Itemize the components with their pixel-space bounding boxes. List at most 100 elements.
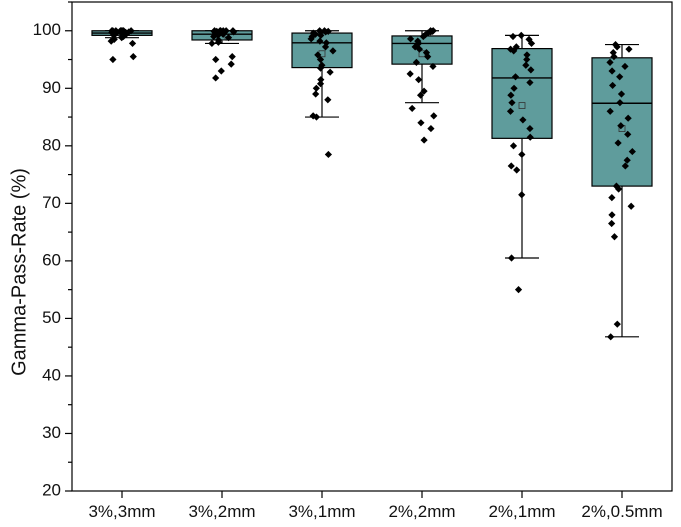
data-point [513,166,521,174]
data-point [411,43,419,51]
data-point [509,142,518,150]
data-point [514,286,523,294]
data-point [316,64,325,72]
data-point [613,320,621,328]
data-point [421,31,429,39]
data-point [608,194,616,202]
box-group [491,34,553,259]
data-point [507,254,516,262]
data-point [212,55,220,64]
data-point [627,202,635,210]
x-tick-label: 3%,2mm [188,502,255,521]
data-point [624,130,632,138]
data-point [518,191,526,199]
data-point [427,124,435,133]
data-point [322,28,330,36]
data-point [212,74,220,82]
data-point [227,60,235,68]
data-point [623,156,631,164]
data-point [128,39,137,48]
data-point [518,150,526,159]
data-point [607,333,615,341]
plot-boxes [91,30,653,338]
data-point [608,211,616,219]
data-point [508,99,516,107]
data-point [420,87,428,95]
x-tick-label: 2%,0.5mm [581,502,662,521]
data-point [507,162,515,170]
data-point [417,119,425,127]
data-point [230,28,238,36]
data-point [615,185,623,193]
data-point [208,39,216,48]
data-point [314,51,322,59]
data-point [110,35,118,43]
data-point [414,39,423,48]
data-point [625,45,633,53]
data-point [415,45,424,53]
data-point [519,116,527,124]
data-point [219,30,227,38]
y-tick-label: 90 [42,78,61,97]
data-point [611,40,620,49]
data-point [506,107,515,115]
data-point [312,113,321,121]
data-point [217,67,225,75]
data-point [608,67,616,75]
data-point [214,38,223,46]
data-point [609,49,617,57]
data-point [424,29,432,37]
y-tick-label: 60 [42,250,61,269]
plot-frame-border [71,1,673,492]
data-point [510,84,518,92]
data-point [415,76,423,84]
data-point [316,80,325,88]
plot-frame [71,1,673,492]
data-point [613,43,621,51]
data-point [511,73,520,81]
data-point [324,150,332,159]
x-tick-label: 2%,2mm [388,502,455,521]
data-point [224,34,233,42]
data-point [523,51,531,59]
x-tick-label: 2%,1mm [488,502,555,521]
data-point [228,53,236,61]
data-point [507,91,515,99]
data-point [312,84,320,92]
data-point [118,29,126,37]
data-point [512,43,520,51]
data-point [311,30,319,38]
data-point [624,114,632,122]
data-point [422,49,431,57]
data-point [317,76,325,84]
data-point [510,47,518,55]
data-point [408,104,416,113]
data-point [429,62,437,71]
data-point [608,219,616,228]
data-point [523,55,531,64]
data-point [107,37,115,45]
data-point [617,122,625,130]
data-point [416,91,425,99]
data-point [526,78,534,87]
data-point [610,53,618,61]
data-point [406,70,414,78]
data-point [110,31,118,39]
y-tick-label: 50 [42,308,61,327]
y-tick-label: 30 [42,423,61,442]
x-tick-label: 3%,1mm [288,502,355,521]
data-point [610,233,619,241]
y-axis-title: Gamma-Pass-Rate (%) [8,168,30,376]
data-point [210,32,218,41]
data-point [526,124,534,133]
data-point [621,162,629,170]
data-point [129,53,137,61]
data-point [430,112,438,120]
box-group [591,43,653,338]
data-point [617,90,626,98]
data-point [312,90,320,98]
data-point [316,37,324,45]
data-point [522,61,530,69]
y-tick-label: 70 [42,193,61,212]
